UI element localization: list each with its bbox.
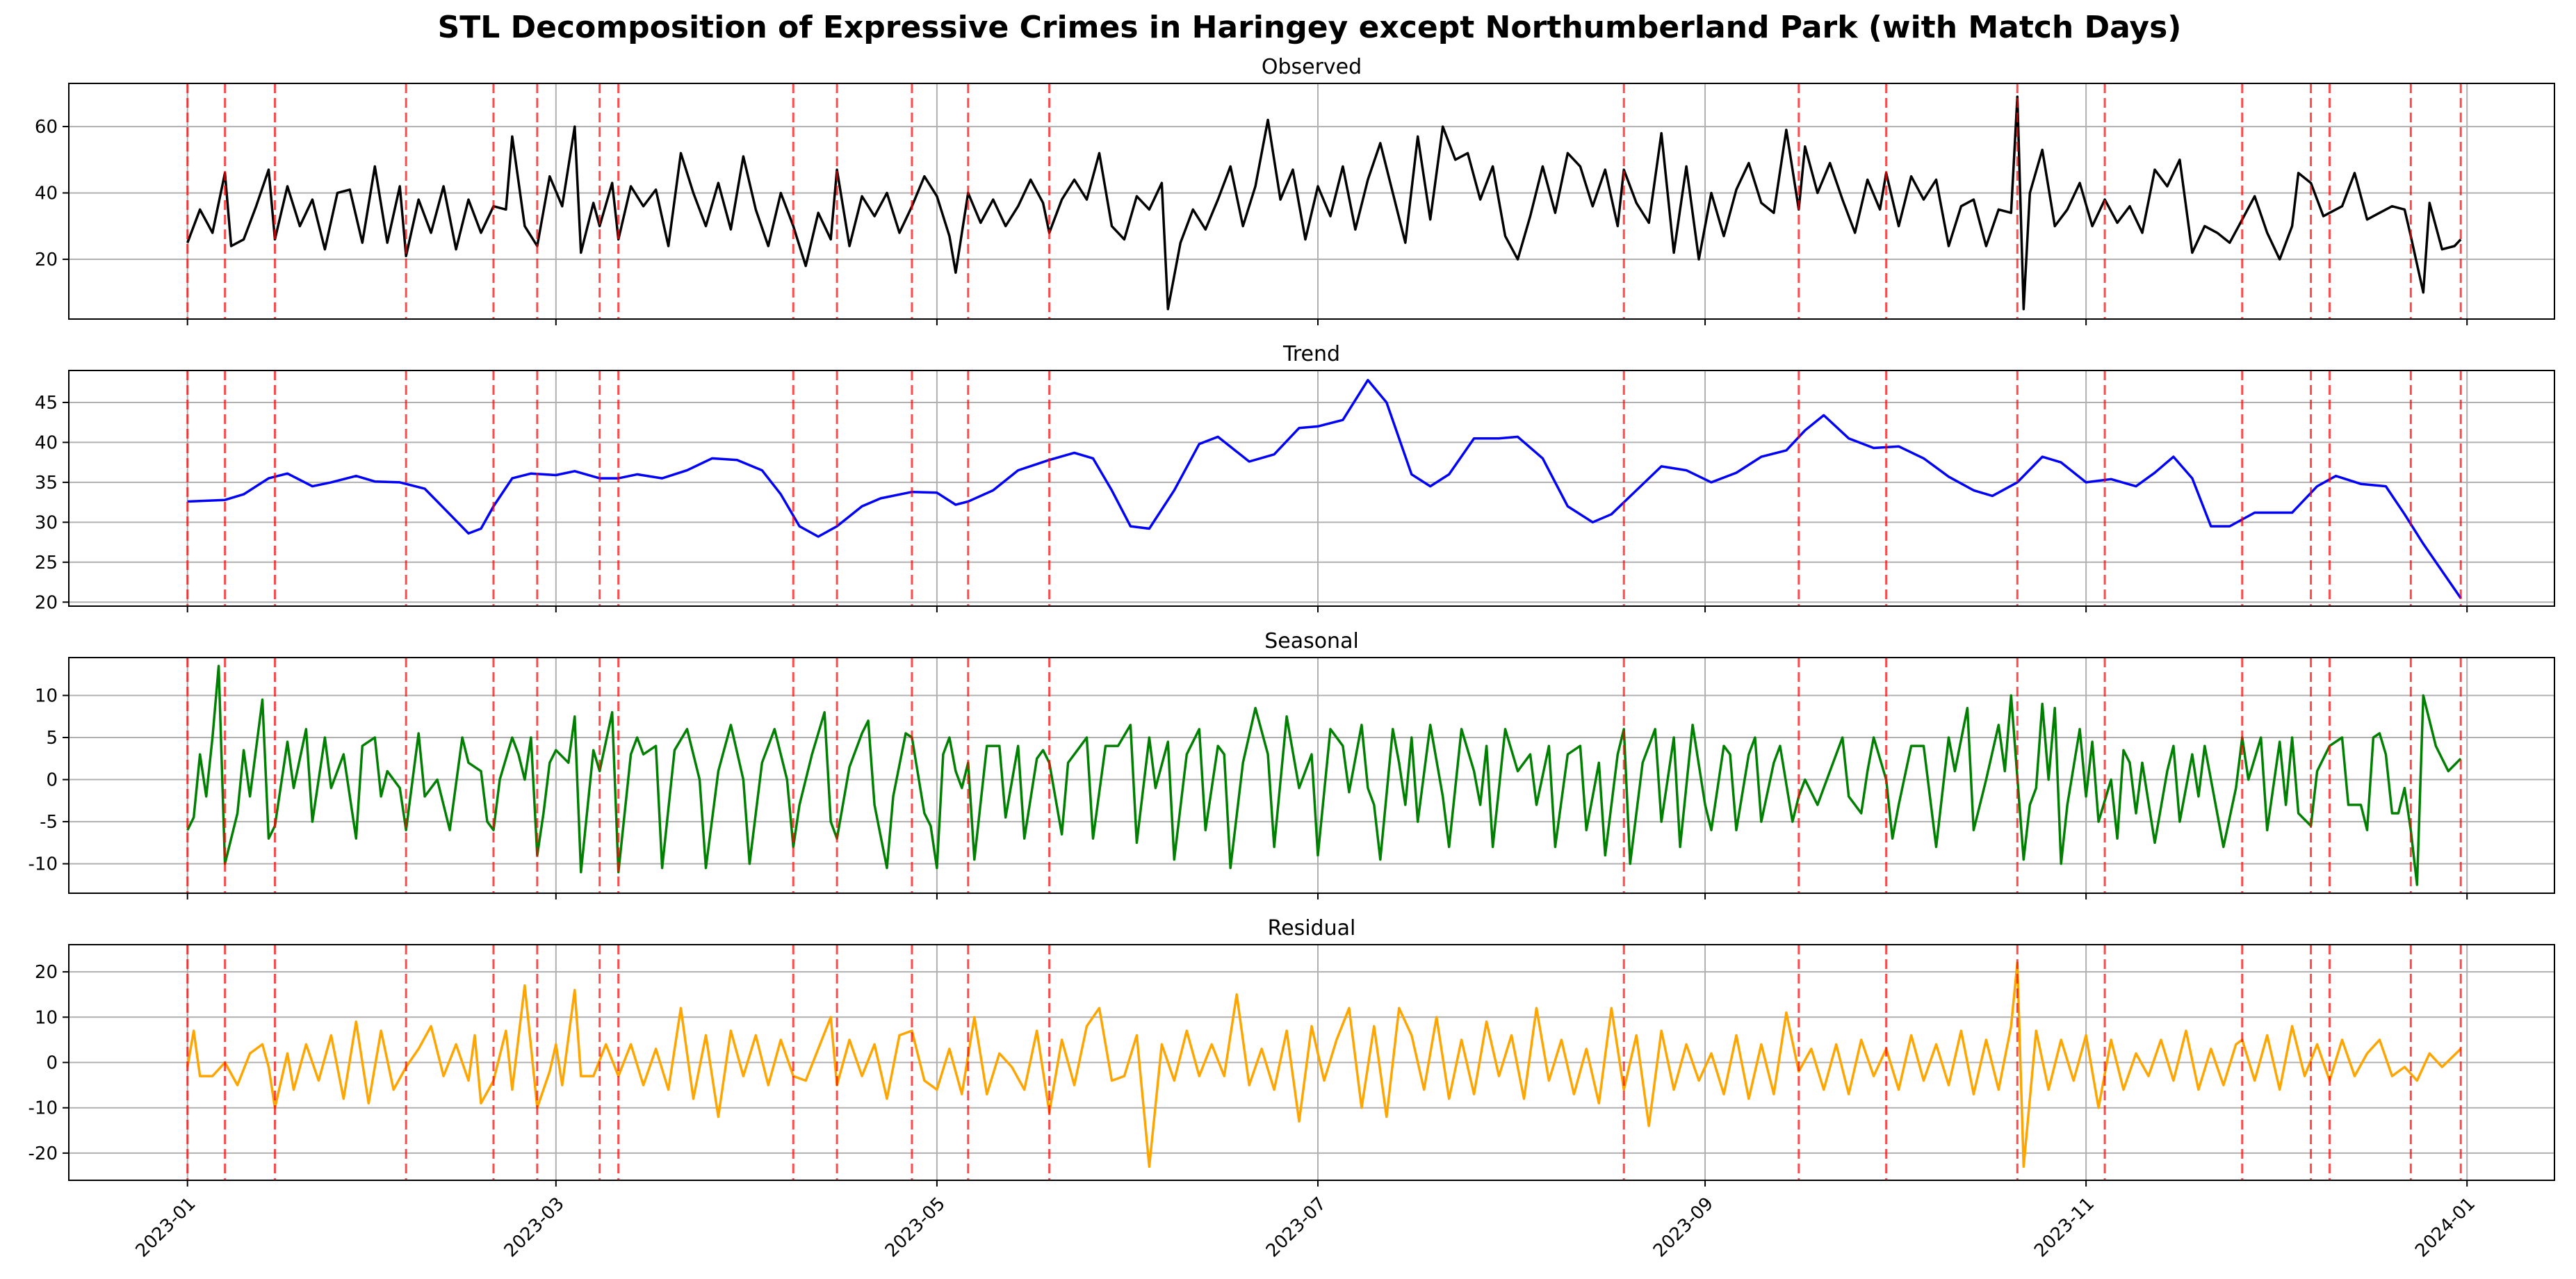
y-tick-label: 0 xyxy=(46,1053,58,1074)
series-line-trend xyxy=(187,379,2462,599)
axes-frame xyxy=(68,83,2555,320)
x-tick-label: 2023-07 xyxy=(1262,1194,1330,1262)
y-tick-label: -20 xyxy=(28,1143,58,1164)
panel-observed: Observed 20 40 60 xyxy=(35,55,2555,325)
series-line-residual xyxy=(186,961,2462,1168)
figure-title: STL Decomposition of Expressive Crimes i… xyxy=(438,10,2182,45)
panel-residual: Residual -20 -10 0 10 20 2023-01 2023-03 2023-05… xyxy=(28,916,2555,1262)
axes-frame xyxy=(68,370,2555,607)
axes-frame xyxy=(68,657,2555,894)
y-tick-label: 20 xyxy=(35,250,58,270)
panel-seasonal: Seasonal -10 -5 0 5 10 xyxy=(28,629,2555,899)
y-tick-label: 10 xyxy=(35,685,58,706)
y-tick-label: 40 xyxy=(35,184,58,204)
x-tick-label: 2023-09 xyxy=(1649,1194,1718,1262)
panel-title: Trend xyxy=(1282,342,1340,366)
y-tick-label: 25 xyxy=(35,553,58,573)
x-tick-label: 2024-01 xyxy=(2411,1194,2479,1262)
y-tick-label: 35 xyxy=(35,473,58,494)
y-tick-label: 20 xyxy=(35,962,58,983)
y-tick-label: -10 xyxy=(28,854,58,875)
panel-title: Observed xyxy=(1262,55,1362,79)
x-tick-label: 2023-01 xyxy=(132,1194,200,1262)
panel-title: Residual xyxy=(1268,916,1356,940)
y-tick-label: -10 xyxy=(28,1098,58,1119)
y-tick-label: 40 xyxy=(35,432,58,453)
y-tick-label: 5 xyxy=(46,728,58,749)
panel-title: Seasonal xyxy=(1264,629,1359,653)
y-tick-label: 0 xyxy=(46,770,58,791)
y-tick-label: 20 xyxy=(35,592,58,613)
series-line-seasonal xyxy=(186,665,2462,886)
y-tick-label: 30 xyxy=(35,512,58,533)
x-tick-label: 2023-05 xyxy=(881,1194,949,1262)
y-tick-label: -5 xyxy=(40,812,58,833)
y-tick-label: 45 xyxy=(35,393,58,414)
y-tick-label: 60 xyxy=(35,117,58,138)
x-tick-label: 2023-03 xyxy=(500,1194,569,1262)
panel-trend: Trend 20 25 30 35 40 45 xyxy=(35,342,2555,613)
y-tick-label: 10 xyxy=(35,1007,58,1028)
series-line-observed xyxy=(186,95,2462,311)
panels: Observed 20 40 60 Trend 20 25 30 35 40 45 Seasonal -… xyxy=(28,55,2555,1262)
x-tick-label: 2023-11 xyxy=(2030,1194,2098,1262)
